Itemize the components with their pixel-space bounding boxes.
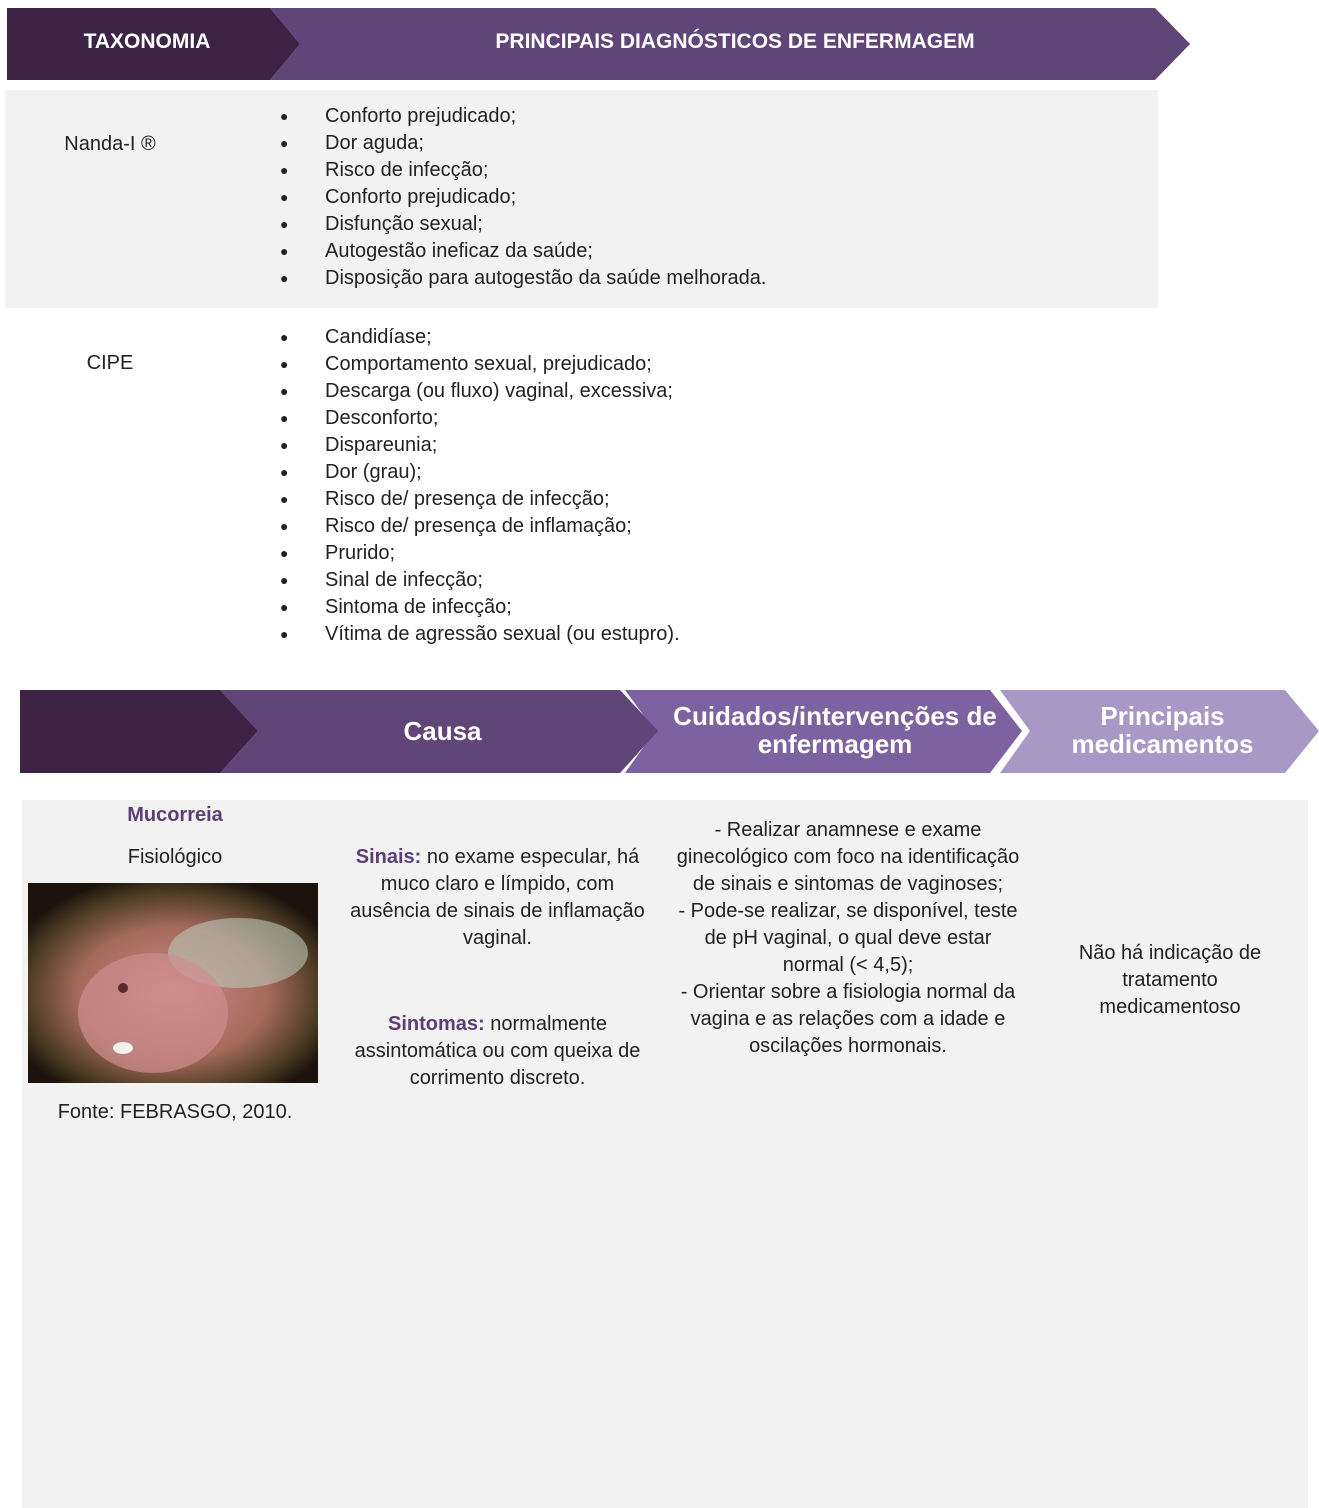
diagnosis-item: Dor aguda; xyxy=(280,130,766,157)
header-chevron xyxy=(270,8,1190,80)
header-label: PRINCIPAIS DIAGNÓSTICOS DE ENFERMAGEM xyxy=(495,30,975,53)
diagnosis-item: Candidíase; xyxy=(280,324,680,351)
care-item: - Realizar anamnese e exame ginecológico… xyxy=(676,819,1020,895)
care-list: - Realizar anamnese e exame ginecológico… xyxy=(672,817,1024,1060)
header-chevron xyxy=(625,690,1022,773)
diagnosis-item: Prurido; xyxy=(280,540,680,567)
header-chevron xyxy=(220,690,658,773)
diagnosis-item: Risco de/ presença de infecção; xyxy=(280,486,680,513)
signs: Sinais: no exame especular, há muco clar… xyxy=(345,844,650,952)
table-header: Principais medicamentos xyxy=(1071,701,1254,759)
diagnosis-item: Disposição para autogestão da saúde melh… xyxy=(280,265,766,292)
diagnosis-item: Sintoma de infecção; xyxy=(280,594,680,621)
diagnosis-item: Descarga (ou fluxo) vaginal, excessiva; xyxy=(280,378,680,405)
diagnosis-item: Desconforto; xyxy=(280,405,680,432)
clinical-photo xyxy=(28,883,318,1083)
diagnosis-item: Comportamento sexual, prejudicado; xyxy=(280,351,680,378)
symptoms: Sintomas: normalmente assintomática ou c… xyxy=(345,1011,650,1092)
diagnosis-item: Disfunção sexual; xyxy=(280,211,766,238)
diagnosis-item: Dispareunia; xyxy=(280,432,680,459)
diagnosis-list: Candidíase;Comportamento sexual, prejudi… xyxy=(280,324,680,648)
table-header: Causa xyxy=(403,716,482,746)
diagnosis-list: Conforto prejudicado;Dor aguda;Risco de … xyxy=(280,103,766,292)
care-item: - Pode-se realizar, se disponível, teste… xyxy=(678,900,1018,976)
taxonomy-label: Nanda-I ® xyxy=(64,133,156,155)
diagnosis-item: Dor (grau); xyxy=(280,459,680,486)
diagnosis-item: Vítima de agressão sexual (ou estupro). xyxy=(280,621,680,648)
signs-text: no exame especular, há muco claro e límp… xyxy=(350,846,645,949)
table-header: Cuidados/intervenções de enfermagem xyxy=(673,701,997,759)
header-chevron xyxy=(7,8,300,80)
diagnosis-item: Risco de/ presença de inflamação; xyxy=(280,513,680,540)
diagnosis-item: Risco de infecção; xyxy=(280,157,766,184)
signs-label: Sinais: xyxy=(355,846,422,868)
medication: Não há indicação de tratamento medicamen… xyxy=(1078,942,1262,1018)
diagnosis-item: Conforto prejudicado; xyxy=(280,184,766,211)
taxonomy-label: CIPE xyxy=(86,352,134,374)
symptoms-text: normalmente assintomática ou com queixa … xyxy=(354,1013,641,1089)
care-item: - Orientar sobre a fisiologia normal da … xyxy=(680,981,1016,1057)
diagnosis-item: Sinal de infecção; xyxy=(280,567,680,594)
symptoms-label: Sintomas: xyxy=(388,1013,485,1035)
header-label: TAXONOMIA xyxy=(83,30,211,53)
condition-type: Fisiológico xyxy=(127,846,223,868)
header-chevron xyxy=(1000,690,1319,773)
condition-name: Mucorreia xyxy=(127,804,223,826)
image-source: Fonte: FEBRASGO, 2010. xyxy=(57,1101,293,1123)
diagnosis-item: Conforto prejudicado; xyxy=(280,103,766,130)
diagnosis-item: Autogestão ineficaz da saúde; xyxy=(280,238,766,265)
header-chevron xyxy=(20,690,258,773)
